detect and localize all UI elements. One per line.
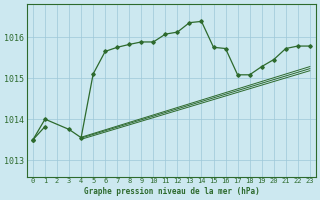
X-axis label: Graphe pression niveau de la mer (hPa): Graphe pression niveau de la mer (hPa) bbox=[84, 187, 259, 196]
